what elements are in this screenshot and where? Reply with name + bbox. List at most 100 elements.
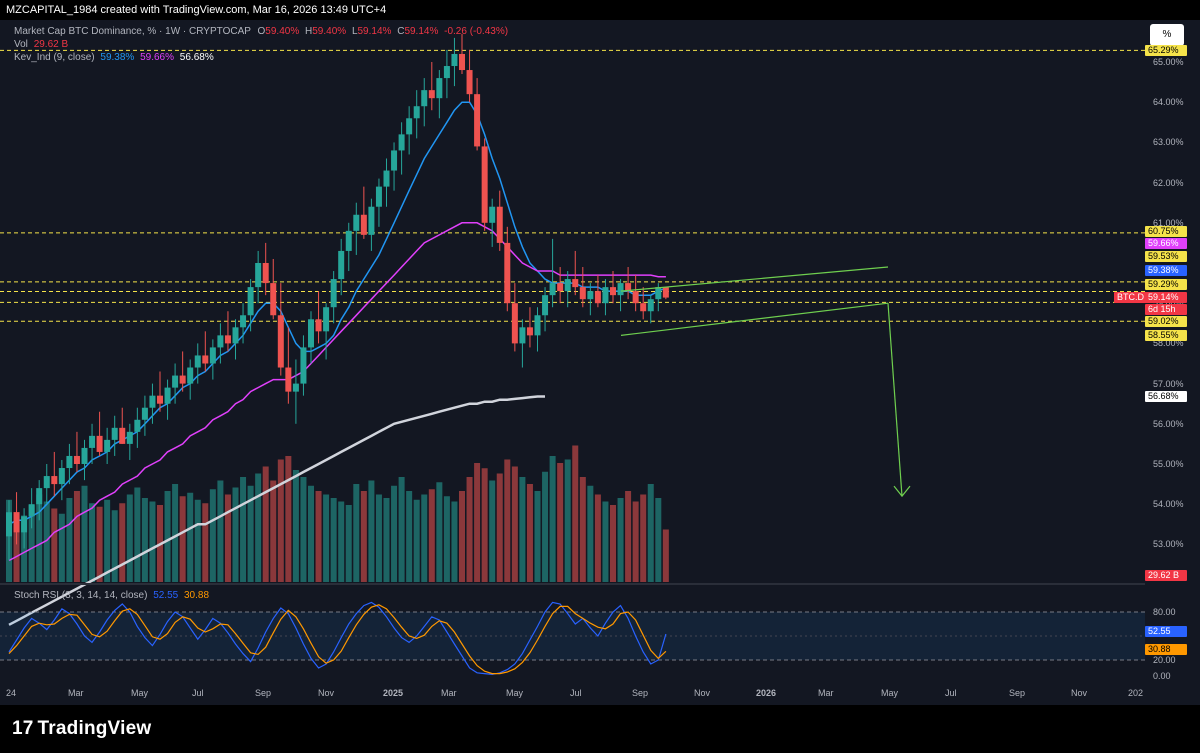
- volume-bar: [270, 480, 277, 582]
- price-tick-label: 56.00%: [1153, 418, 1184, 429]
- volume-bar: [89, 503, 96, 582]
- volume-bar: [126, 494, 133, 582]
- indicator-line-3: [8, 395, 545, 626]
- candle-body: [579, 287, 586, 300]
- price-tag: 59.38%: [1145, 265, 1187, 276]
- candle-body: [534, 315, 541, 336]
- candle-body: [391, 150, 398, 171]
- candle-body: [149, 395, 156, 408]
- price-tick-label: 55.00%: [1153, 459, 1184, 469]
- candle-body: [443, 66, 450, 79]
- candle-body: [368, 206, 375, 235]
- legend-main: Market Cap BTC Dominance, % · 1W · CRYPT…: [14, 26, 508, 37]
- volume-bar: [247, 485, 254, 582]
- time-tick-label: May: [131, 688, 149, 698]
- legend-change: -0.26 (-0.43%): [444, 26, 509, 37]
- volume-bar: [73, 491, 80, 582]
- legend-symbol-label: Market Cap BTC Dominance, % · 1W · CRYPT…: [14, 26, 251, 37]
- volume-bar: [391, 485, 398, 582]
- volume-bar: [557, 463, 564, 582]
- volume-bar: [451, 501, 458, 582]
- volume-bar: [360, 491, 367, 582]
- candle-body: [557, 283, 564, 292]
- volume-bar: [481, 468, 488, 582]
- volume-bar: [459, 491, 465, 582]
- volume-bar: [43, 501, 50, 582]
- candle-body: [255, 263, 262, 288]
- candle-body: [270, 283, 277, 316]
- candle-body: [481, 146, 488, 223]
- volume-bar: [647, 484, 654, 582]
- candle-body: [308, 319, 314, 348]
- candle-body: [43, 476, 50, 489]
- time-tick-label: Sep: [632, 688, 649, 698]
- stoch-tick-label: 0.00: [1153, 671, 1171, 681]
- volume-bar: [285, 456, 292, 582]
- candle-body: [511, 303, 518, 344]
- symbol-tag: BTC.D: [1114, 292, 1147, 303]
- candle-body: [647, 299, 654, 312]
- candle-body: [157, 395, 163, 404]
- candle-body: [383, 170, 390, 187]
- price-tag: 59.29%: [1145, 279, 1187, 290]
- candle-body: [96, 435, 103, 452]
- volume-bar: [594, 494, 601, 582]
- volume-bar: [164, 491, 171, 582]
- price-tick-label: 61.00%: [1153, 217, 1184, 228]
- volume-bar: [375, 494, 382, 582]
- legend-close-label: C: [397, 26, 405, 37]
- candle-body: [519, 327, 526, 344]
- tradingview-mark-icon: 17: [12, 718, 34, 739]
- volume-bar: [96, 506, 103, 582]
- price-tag: 65.29%: [1145, 45, 1187, 56]
- legend-kev-label: Kev_Ind (9, close): [14, 52, 95, 63]
- candle-body: [187, 367, 194, 384]
- candle-body: [360, 214, 367, 235]
- volume-bar: [81, 485, 88, 582]
- candle-body: [111, 427, 118, 440]
- candle-body: [625, 283, 632, 292]
- price-tick-label: 53.00%: [1153, 539, 1184, 550]
- footer-bar: 17 TradingView: [0, 705, 1200, 753]
- candle-body: [330, 279, 337, 308]
- candle-body: [459, 53, 465, 71]
- candle-body: [640, 303, 647, 312]
- candle-body: [73, 455, 80, 464]
- legend-stoch-k: 52.55: [153, 590, 179, 601]
- volume-bar: [119, 503, 126, 582]
- candle-body: [89, 435, 96, 448]
- candle-body: [194, 355, 201, 368]
- volume-bar: [308, 485, 314, 582]
- candle-body: [436, 78, 443, 99]
- time-tick-label: Nov: [1071, 688, 1088, 698]
- stoch-tick-label: 20.00: [1153, 655, 1176, 665]
- time-tick-label: Nov: [694, 688, 711, 698]
- legend-open: 59.40%: [265, 26, 300, 37]
- legend-open-label: O: [257, 26, 266, 37]
- legend-stoch-d: 30.88: [184, 590, 210, 601]
- candle-body: [292, 383, 299, 392]
- legend-vol-value: 29.62 B: [33, 39, 69, 50]
- projection-arrow-line: [887, 303, 903, 497]
- legend-kev-ind: Kev_Ind (9, close) 59.38% 59.66% 56.68%: [14, 52, 214, 63]
- candle-body: [262, 263, 269, 284]
- percent-scale-button[interactable]: %: [1150, 24, 1184, 46]
- channel-upper-line: [620, 266, 889, 292]
- volume-bar: [353, 484, 360, 582]
- price-tick-label: 65.00%: [1153, 57, 1184, 67]
- time-tick-label: Mar: [441, 688, 457, 698]
- candle-body: [209, 347, 216, 364]
- volume-bar: [526, 484, 533, 582]
- tradingview-logo[interactable]: 17 TradingView: [12, 718, 151, 740]
- tradingview-brand: TradingView: [37, 718, 152, 739]
- candle-body: [338, 250, 345, 280]
- candle-body: [594, 291, 601, 304]
- volume-bar: [111, 510, 118, 582]
- volume-bar: [134, 487, 141, 582]
- volume-bar: [338, 501, 345, 582]
- volume-bar: [149, 501, 156, 582]
- volume-bar: [542, 471, 549, 582]
- price-tag: 59.66%: [1145, 238, 1187, 249]
- time-tick-label: Jul: [192, 688, 204, 698]
